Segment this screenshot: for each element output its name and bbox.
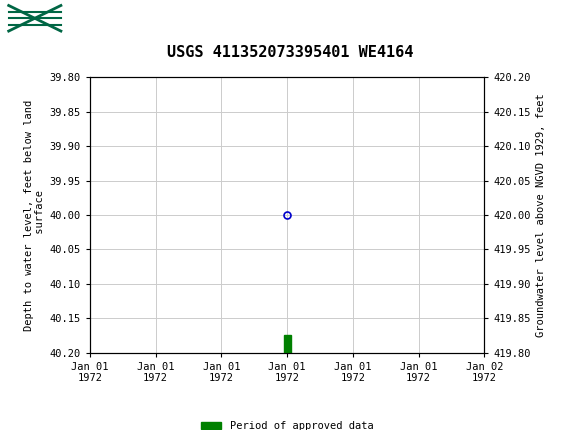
Bar: [284, 335, 291, 353]
Legend: Period of approved data: Period of approved data: [197, 417, 378, 430]
Text: USGS 411352073395401 WE4164: USGS 411352073395401 WE4164: [167, 45, 413, 60]
Text: USGS: USGS: [67, 9, 122, 27]
FancyBboxPatch shape: [9, 6, 61, 31]
Y-axis label: Depth to water level, feet below land
 surface: Depth to water level, feet below land su…: [24, 99, 45, 331]
Y-axis label: Groundwater level above NGVD 1929, feet: Groundwater level above NGVD 1929, feet: [536, 93, 546, 337]
